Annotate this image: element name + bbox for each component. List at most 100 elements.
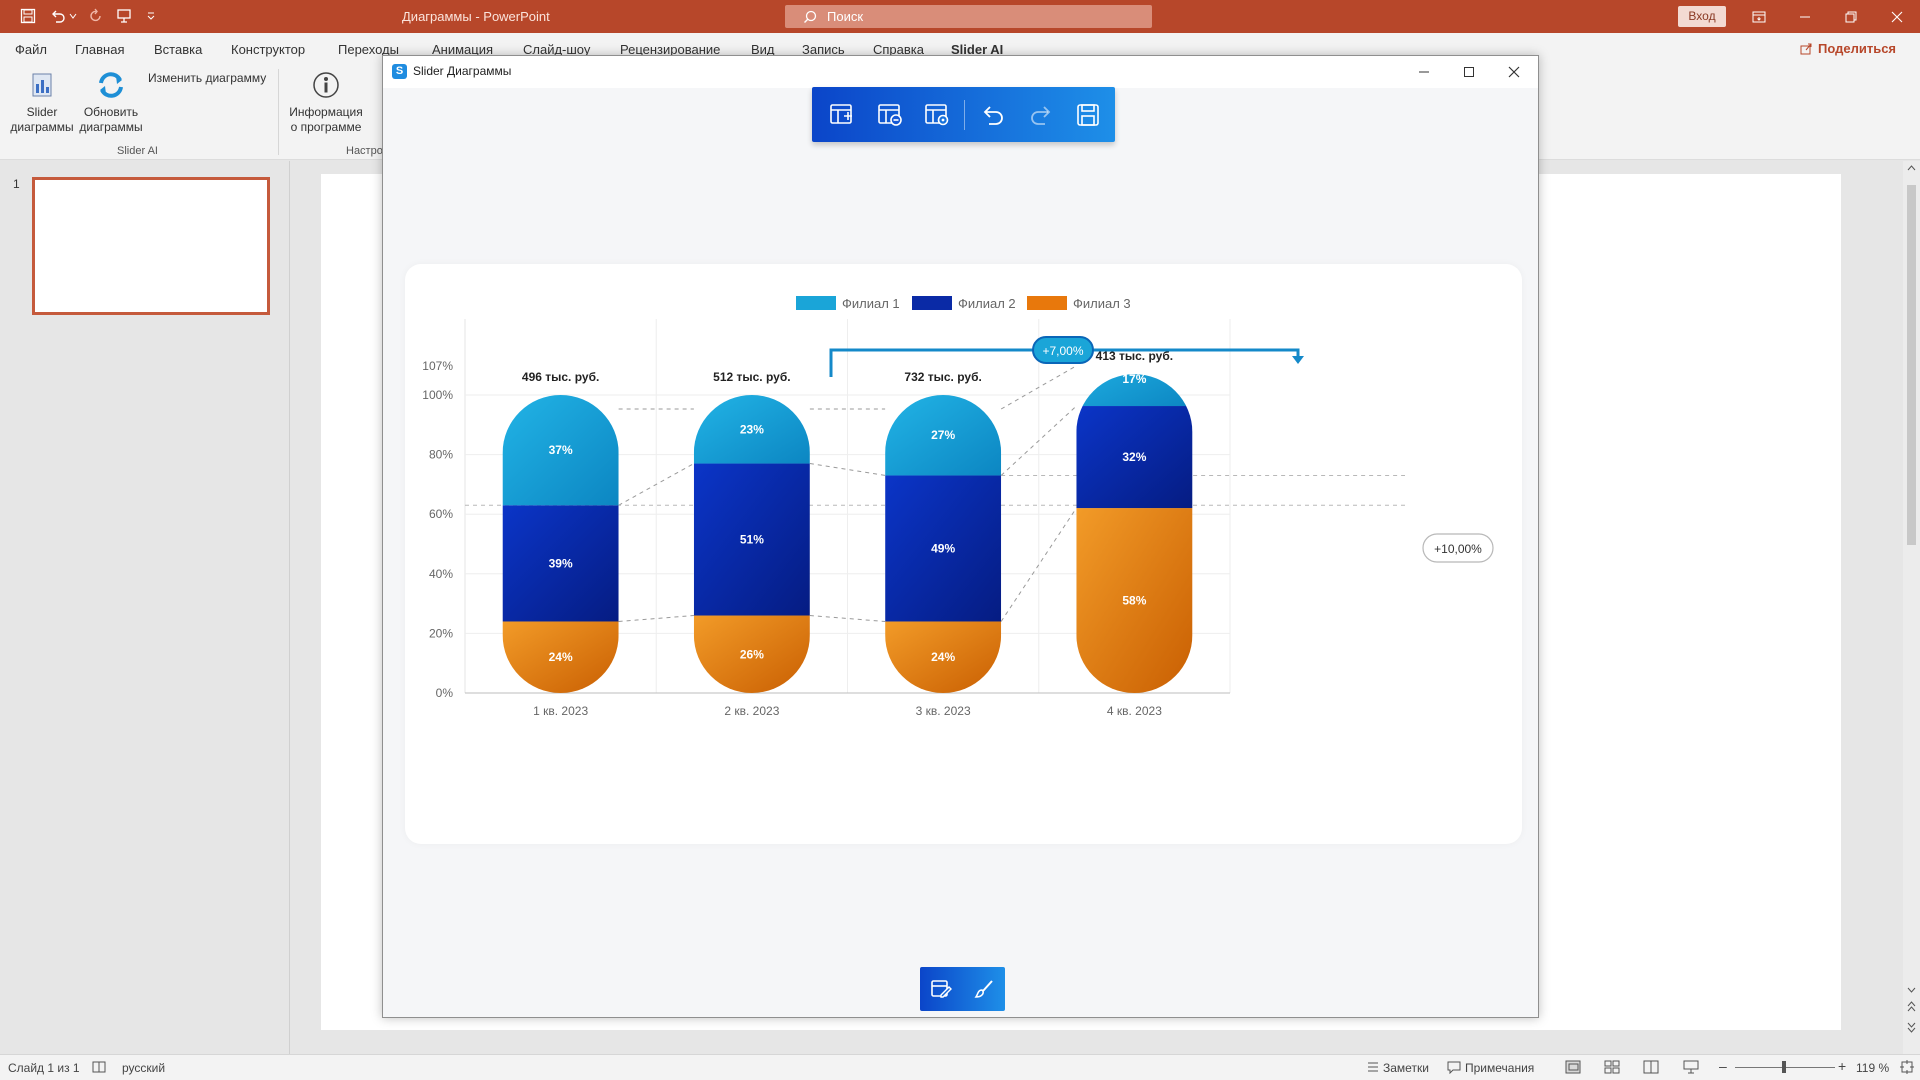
save-icon[interactable]: [16, 5, 40, 27]
save-chart-icon[interactable]: [1068, 94, 1108, 136]
signin-button[interactable]: Вход: [1678, 6, 1726, 27]
tab-animations[interactable]: Анимация: [432, 42, 494, 57]
tab-transitions[interactable]: Переходы: [338, 42, 399, 57]
previous-slide-icon[interactable]: [1907, 1001, 1916, 1013]
normal-view-icon[interactable]: [1565, 1060, 1581, 1074]
search-box[interactable]: Поиск: [785, 5, 1152, 28]
share-icon: [1800, 43, 1812, 55]
comments-button[interactable]: Примечания: [1465, 1061, 1535, 1075]
slider-charts-button[interactable]: Slider диаграммы: [6, 69, 78, 135]
segment-value-label: 23%: [740, 422, 764, 436]
difference-badge[interactable]: [1032, 336, 1094, 364]
tab-slider-ai[interactable]: Slider AI: [951, 42, 1004, 57]
zoom-out-icon[interactable]: –: [1719, 1058, 1727, 1074]
segment-value-label: 24%: [931, 650, 955, 664]
bar-segment-Филиал-1[interactable]: [502, 395, 619, 506]
fit-slide-icon[interactable]: [1900, 1060, 1914, 1074]
tab-help[interactable]: Справка: [873, 42, 924, 57]
undo-icon[interactable]: [46, 5, 70, 27]
slider-charts-label: Slider диаграммы: [10, 105, 74, 134]
chart-card: 0% 20% 40% 60% 80% 100% 107% 24% 39% 37% 496 тыс.…: [405, 264, 1522, 844]
bar-segment-Филиал-2[interactable]: [1076, 406, 1193, 509]
tab-file[interactable]: Файл: [15, 42, 47, 57]
presentation-start-icon[interactable]: [112, 5, 136, 27]
zoom-level[interactable]: 119 %: [1856, 1061, 1890, 1075]
tab-slideshow[interactable]: Слайд-шоу: [523, 42, 591, 57]
dialog-close-icon[interactable]: [1491, 56, 1537, 88]
customize-toolbar-icon[interactable]: [144, 5, 158, 27]
slider-dialog: S Slider Диаграммы: [382, 55, 1539, 1018]
segment-value-label: 24%: [549, 650, 573, 664]
minimize-icon[interactable]: [1782, 0, 1828, 33]
tab-insert[interactable]: Вставка: [154, 42, 203, 57]
search-icon: [804, 10, 817, 23]
segment-connector-line: [1000, 507, 1077, 622]
bar-total-label: 496 тыс. руб.: [522, 370, 599, 384]
level-difference-badge[interactable]: [1422, 533, 1494, 563]
slider-charts-icon: [26, 69, 58, 101]
language-indicator[interactable]: русский: [122, 1061, 166, 1075]
segment-value-label: 39%: [549, 556, 573, 570]
update-charts-button[interactable]: Обновить диаграммы: [78, 69, 144, 135]
title-bar: Диаграммы - PowerPoint Поиск Вход: [0, 0, 1920, 33]
scrollbar-thumb[interactable]: [1907, 185, 1916, 545]
update-charts-label: Обновить диаграммы: [79, 105, 143, 134]
bar-segment-Филиал-2[interactable]: [502, 505, 619, 622]
spellcheck-icon[interactable]: [92, 1060, 106, 1074]
tab-design[interactable]: Конструктор: [231, 42, 306, 57]
chart-template-icon[interactable]: [822, 94, 862, 136]
vertical-scrollbar[interactable]: [1903, 161, 1920, 1054]
y-tick-label: 60%: [429, 507, 453, 521]
legend-swatch-branch-2: [912, 296, 952, 310]
redo-icon[interactable]: [84, 5, 108, 27]
undo-dropdown-icon[interactable]: [66, 5, 80, 27]
slide-sorter-icon[interactable]: [1604, 1060, 1620, 1074]
x-tick-label: 3 кв. 2023: [916, 704, 971, 718]
slide-number: 1: [13, 177, 20, 191]
notes-icon: [1368, 1062, 1378, 1072]
tab-review[interactable]: Рецензирование: [620, 42, 721, 57]
tab-view[interactable]: Вид: [751, 42, 775, 57]
next-slide-icon[interactable]: [1907, 1021, 1916, 1033]
tab-home[interactable]: Главная: [75, 42, 125, 57]
bar-segment-Филиал-2[interactable]: [693, 463, 810, 616]
slide-thumbnail[interactable]: [32, 177, 270, 315]
toolbar-separator: [964, 99, 965, 130]
segment-value-label: 27%: [931, 428, 955, 442]
scroll-down-icon[interactable]: [1907, 985, 1916, 994]
share-label: Поделиться: [1818, 41, 1897, 56]
share-button[interactable]: Поделиться: [1800, 41, 1896, 56]
dialog-maximize-icon[interactable]: [1446, 56, 1492, 88]
slideshow-view-icon[interactable]: [1683, 1060, 1699, 1074]
y-tick-label: 100%: [422, 388, 453, 402]
stacked-bar[interactable]: [1076, 352, 1193, 693]
zoom-in-icon[interactable]: +: [1838, 1058, 1847, 1074]
about-button[interactable]: Информация о программе: [286, 69, 366, 135]
segment-connector-line: [1000, 405, 1077, 476]
dialog-minimize-icon[interactable]: [1401, 56, 1447, 88]
notes-button[interactable]: Заметки: [1383, 1061, 1429, 1075]
zoom-slider-thumb[interactable]: [1782, 1061, 1786, 1073]
dialog-title-bar: S Slider Диаграммы: [383, 56, 1538, 88]
segment-value-label: 17%: [1122, 372, 1146, 386]
edit-chart-button[interactable]: Изменить диаграмму: [148, 71, 267, 85]
edit-data-icon[interactable]: [930, 978, 953, 1000]
undo-chart-icon[interactable]: [973, 94, 1013, 136]
y-tick-label: 40%: [429, 567, 453, 581]
bar-segment-Филиал-3[interactable]: [1076, 508, 1193, 693]
table-settings-icon[interactable]: [917, 94, 957, 136]
stacked-bar[interactable]: [502, 395, 619, 693]
bar-segment-Филиал-2[interactable]: [885, 475, 1002, 622]
brush-style-icon[interactable]: [973, 978, 995, 1000]
tab-record[interactable]: Запись: [802, 42, 845, 57]
bar-total-label: 512 тыс. руб.: [713, 370, 790, 384]
stacked-bar[interactable]: [693, 395, 810, 693]
restore-icon[interactable]: [1828, 0, 1874, 33]
stacked-bar-chart[interactable]: 0% 20% 40% 60% 80% 100% 107% 24% 39% 37% 496 тыс.…: [405, 264, 1522, 844]
table-delete-icon[interactable]: [869, 94, 909, 136]
reading-view-icon[interactable]: [1643, 1060, 1659, 1074]
scroll-up-icon[interactable]: [1907, 164, 1916, 173]
close-icon[interactable]: [1874, 0, 1920, 33]
redo-chart-icon[interactable]: [1020, 94, 1060, 136]
ribbon-display-options-icon[interactable]: [1736, 0, 1782, 33]
